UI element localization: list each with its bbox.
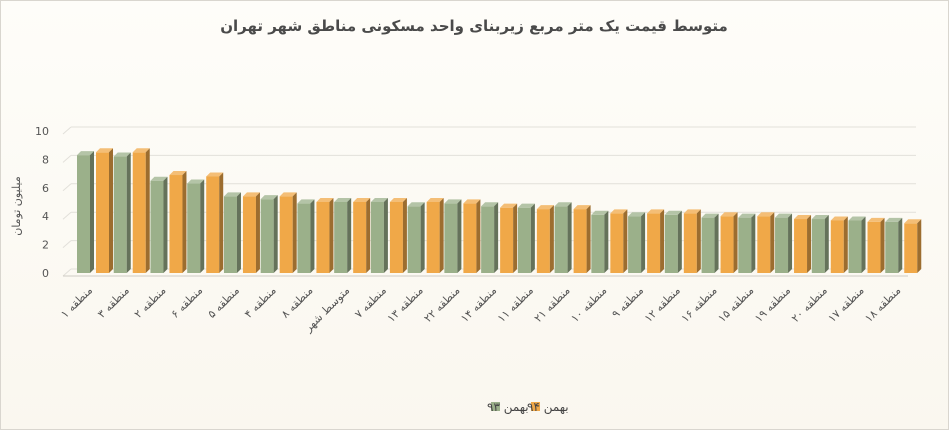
x-tick-label: منطقه ۴ (242, 284, 279, 321)
x-tick-label: منطقه ۷ (352, 284, 389, 321)
x-tick-label: منطقه ۱۶ (679, 284, 720, 325)
x-tick-label: منطقه ۱۷ (826, 284, 867, 325)
x-tick-label: منطقه ۵ (205, 284, 242, 321)
x-tick-label: منطقه ۱۸ (862, 284, 903, 325)
x-tick-label: منطقه ۱۳ (385, 284, 426, 325)
x-tick-label: منطقه ۲۰ (789, 284, 830, 325)
legend-label: بهمن ۹۳ (487, 400, 529, 415)
x-tick-label: منطقه ۸ (279, 284, 316, 321)
y-axis-label: میلیون تومان (10, 176, 23, 236)
bar (683, 209, 701, 273)
legend-swatch (491, 402, 500, 411)
legend-item: بهمن ۹۴ (527, 400, 569, 415)
bar (628, 212, 646, 273)
legend-swatch (531, 402, 540, 411)
bar (811, 215, 829, 273)
x-tick-label: منطقه ۹ (609, 284, 646, 321)
x-tick-label: منطقه ۱۲ (642, 284, 683, 325)
y-tick-label: 6 (42, 182, 49, 195)
bar (647, 209, 665, 273)
chart-title: متوسط قیمت یک متر مربع زیربنای واحد مسکو… (220, 17, 728, 35)
bar (794, 215, 812, 273)
bar (463, 199, 481, 273)
bar (867, 217, 885, 273)
bar (150, 176, 168, 273)
bar (664, 210, 682, 273)
bar (701, 213, 719, 273)
bar (279, 192, 297, 273)
y-tick-label: 4 (42, 210, 49, 223)
bar (223, 192, 241, 273)
bar (242, 192, 260, 273)
y-axis-ticks: 0 2 4 6 8 10 (35, 125, 49, 280)
bar (206, 172, 224, 273)
bar (573, 205, 591, 273)
x-tick-label: منطقه ۱۱ (495, 284, 536, 325)
bar (720, 212, 738, 273)
bar (500, 203, 518, 273)
bar (169, 171, 187, 273)
bar (77, 151, 94, 273)
bar (353, 198, 371, 273)
bar (96, 148, 113, 273)
y-tick-label: 2 (42, 239, 49, 252)
bar (610, 209, 628, 273)
bar (444, 199, 462, 273)
legend-item: بهمن ۹۳ (487, 400, 529, 415)
y-tick-label: 8 (42, 153, 49, 166)
x-tick-label: منطقه ۱۴ (458, 284, 499, 325)
x-tick-label: منطقه ۱۰ (568, 284, 609, 325)
bar (554, 202, 572, 273)
bar (775, 213, 793, 273)
x-tick-label: منطقه ۳ (95, 284, 132, 321)
x-tick-label: منطقه ۱۹ (752, 284, 793, 325)
x-tick-label: منطقه ۲۲ (421, 284, 462, 325)
bar (370, 198, 388, 273)
bar (407, 202, 425, 273)
bar (334, 198, 352, 273)
x-tick-label: منطقه ۱ (58, 284, 95, 321)
bar (113, 152, 131, 273)
bar (517, 203, 535, 273)
y-tick-label: 0 (42, 267, 49, 280)
bar (132, 148, 150, 273)
bar (738, 213, 756, 273)
bar (757, 212, 775, 273)
bar (389, 198, 407, 273)
bar (536, 205, 554, 273)
bars (77, 148, 922, 273)
bar (885, 217, 903, 273)
x-tick-label: منطقه ۶ (168, 284, 205, 321)
x-tick-label: منطقه ۱۵ (715, 284, 756, 325)
x-tick-label: منطقه ۲ (132, 284, 169, 321)
bar (848, 216, 866, 273)
x-tick-label: منطقه ۲۱ (532, 284, 573, 325)
bar (426, 198, 444, 273)
legend-label: بهمن ۹۴ (527, 400, 569, 415)
bar (316, 198, 334, 273)
x-axis-ticks: منطقه ۱ منطقه ۳ منطقه ۲ منطقه ۶ منطقه ۵ منطقه… (58, 284, 903, 335)
bar (591, 210, 609, 273)
bar (260, 195, 278, 273)
bar (830, 216, 848, 273)
bar (904, 219, 922, 273)
bar (297, 199, 315, 273)
bar (481, 202, 499, 273)
y-tick-label: 10 (35, 125, 49, 138)
bar (187, 179, 205, 273)
